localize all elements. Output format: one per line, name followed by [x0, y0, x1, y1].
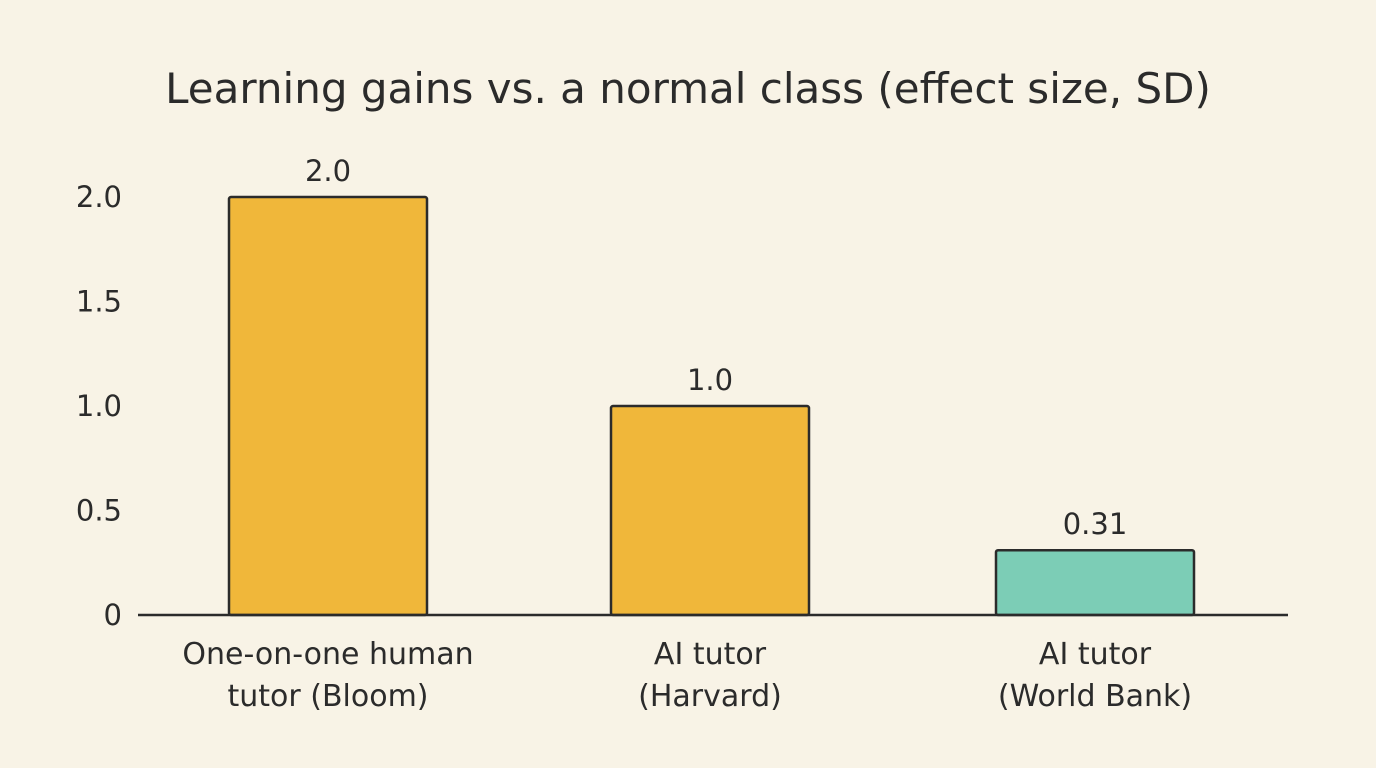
bar: [227, 195, 429, 617]
value-labels: 2.0 1.0 0.31: [305, 154, 1127, 541]
y-axis-ticks: 0 0.5 1.0 1.5 2.0: [76, 180, 122, 632]
y-tick-label: 0: [104, 598, 122, 632]
category-label: AI tutor: [654, 637, 767, 672]
chart-title: Learning gains vs. a normal class (effec…: [165, 64, 1211, 113]
bar: [994, 548, 1196, 617]
bar-value-label: 1.0: [687, 363, 733, 397]
bar-value-label: 2.0: [305, 154, 351, 188]
bar: [609, 404, 811, 617]
y-tick-label: 1.0: [76, 389, 122, 423]
category-labels: One-on-one human tutor (Bloom) AI tutor (Ha…: [182, 637, 1192, 714]
category-label: AI tutor: [1039, 637, 1152, 672]
y-tick-label: 1.5: [76, 285, 122, 319]
category-label: tutor (Bloom): [227, 679, 428, 714]
category-label: (Harvard): [638, 679, 782, 714]
y-tick-label: 2.0: [76, 180, 122, 214]
category-label: One-on-one human: [182, 637, 473, 672]
bars: [227, 195, 1196, 617]
y-tick-label: 0.5: [76, 494, 122, 528]
bar-value-label: 0.31: [1063, 507, 1128, 541]
category-label: (World Bank): [998, 679, 1192, 714]
